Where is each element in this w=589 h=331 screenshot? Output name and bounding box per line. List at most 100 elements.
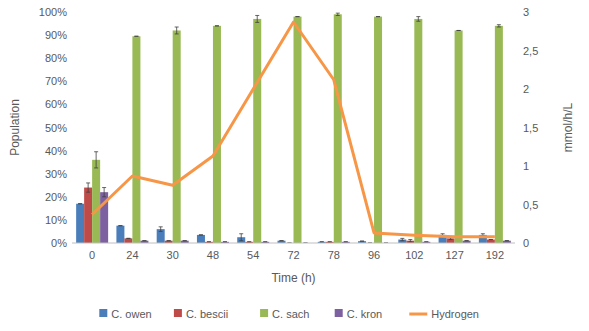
error-bar-cap: [167, 240, 171, 241]
error-bar-cap: [78, 203, 82, 204]
error-bar-cap: [207, 241, 211, 242]
x-tick-label: 24: [126, 249, 138, 261]
error-bar-cap: [489, 239, 493, 240]
error-bar-cap: [263, 241, 267, 242]
bar: [197, 235, 205, 243]
y2-tick-label: 3: [523, 6, 529, 18]
error-bar-cap: [175, 27, 179, 28]
bar: [334, 14, 342, 243]
y2-tick-label: 1: [523, 160, 529, 172]
error-bar: [320, 241, 324, 242]
y2-tick-label: 0,5: [523, 199, 538, 211]
background: [0, 0, 589, 331]
error-bar-cap: [424, 241, 428, 242]
x-axis-title: Time (h): [271, 271, 315, 285]
x-tick-label: 102: [405, 249, 423, 261]
legend-swatch: [335, 309, 343, 317]
error-bar: [142, 240, 146, 241]
y2-tick-label: 1,5: [523, 122, 538, 134]
x-tick-label: 72: [287, 249, 299, 261]
error-bar: [78, 203, 82, 204]
error-bar-cap: [489, 239, 493, 240]
error-bar-cap: [400, 240, 404, 241]
error-bar: [424, 241, 428, 242]
error-bar-cap: [376, 16, 380, 17]
x-axis-line: [72, 243, 515, 244]
error-bar: [457, 30, 461, 31]
line: [92, 22, 495, 237]
legend-swatch: [260, 309, 268, 317]
bar: [213, 26, 221, 243]
x-tick-label: 54: [247, 249, 259, 261]
x-tick-label: 127: [445, 249, 463, 261]
bar: [487, 240, 495, 243]
error-bar-cap: [159, 231, 163, 232]
bar: [76, 204, 84, 243]
error-bar-stem: [241, 234, 242, 241]
error-bar-cap: [126, 238, 130, 239]
legend-label: C. kron: [347, 308, 382, 320]
bar: [116, 226, 124, 243]
y2-axis-title: mmol/h/L: [561, 103, 575, 153]
error-bar-stem: [96, 152, 97, 168]
plot-marks: [76, 13, 511, 243]
error-bar-cap: [86, 182, 90, 183]
error-bar-cap: [280, 240, 284, 241]
error-bar-cap: [320, 241, 324, 242]
error-bar-cap: [255, 22, 259, 23]
bar: [157, 229, 165, 243]
error-bar-cap: [344, 241, 348, 242]
error-bar-cap: [159, 226, 163, 227]
error-bar-cap: [207, 241, 211, 242]
error-bar-cap: [481, 233, 485, 234]
error-bar-cap: [320, 241, 324, 242]
bar: [253, 19, 261, 243]
error-bar-cap: [223, 241, 227, 242]
error-bar: [134, 36, 138, 37]
error-bar: [247, 241, 251, 242]
bar: [132, 36, 140, 243]
error-bar-cap: [183, 240, 187, 241]
error-bar-cap: [441, 233, 445, 234]
error-bar-cap: [199, 234, 203, 235]
error-bar: [239, 234, 243, 241]
error-bar: [94, 152, 98, 168]
error-bar-cap: [449, 239, 453, 240]
error-bar-cap: [239, 233, 243, 234]
bar: [374, 17, 382, 243]
chart: 0%10%20%30%40%50%60%70%80%90%100%00,511,…: [0, 0, 589, 331]
legend-label: C. owen: [111, 308, 151, 320]
legend-label: C. sach: [272, 308, 309, 320]
error-bar-cap: [134, 36, 138, 37]
y2-tick-label: 2: [523, 83, 529, 95]
error-bar-stem: [176, 27, 177, 34]
error-bar-cap: [86, 192, 90, 193]
bar: [294, 17, 302, 243]
legend-swatch: [409, 313, 427, 316]
error-bar-cap: [78, 203, 82, 204]
x-tick-label: 96: [368, 249, 380, 261]
error-bar-cap: [199, 234, 203, 235]
y-tick-label: 40%: [45, 145, 67, 157]
error-bar: [416, 17, 420, 22]
y2-tick-label: 2,5: [523, 45, 538, 57]
y-tick-label: 60%: [45, 98, 67, 110]
error-bar: [199, 234, 203, 235]
error-bar-cap: [247, 241, 251, 242]
error-bar-cap: [142, 240, 146, 241]
error-bar-cap: [215, 25, 219, 26]
error-bar-cap: [376, 16, 380, 17]
error-bar: [223, 241, 227, 242]
error-bar-cap: [465, 240, 469, 241]
error-bar-cap: [102, 196, 106, 197]
error-bar: [167, 240, 171, 241]
y-tick-label: 70%: [45, 75, 67, 87]
error-bar: [497, 25, 501, 27]
error-bar: [159, 227, 163, 232]
bar: [84, 188, 92, 243]
error-bar: [175, 27, 179, 34]
error-bar-cap: [416, 21, 420, 22]
error-bar-cap: [142, 240, 146, 241]
y-tick-label: 30%: [45, 168, 67, 180]
error-bar-stem: [160, 227, 161, 232]
